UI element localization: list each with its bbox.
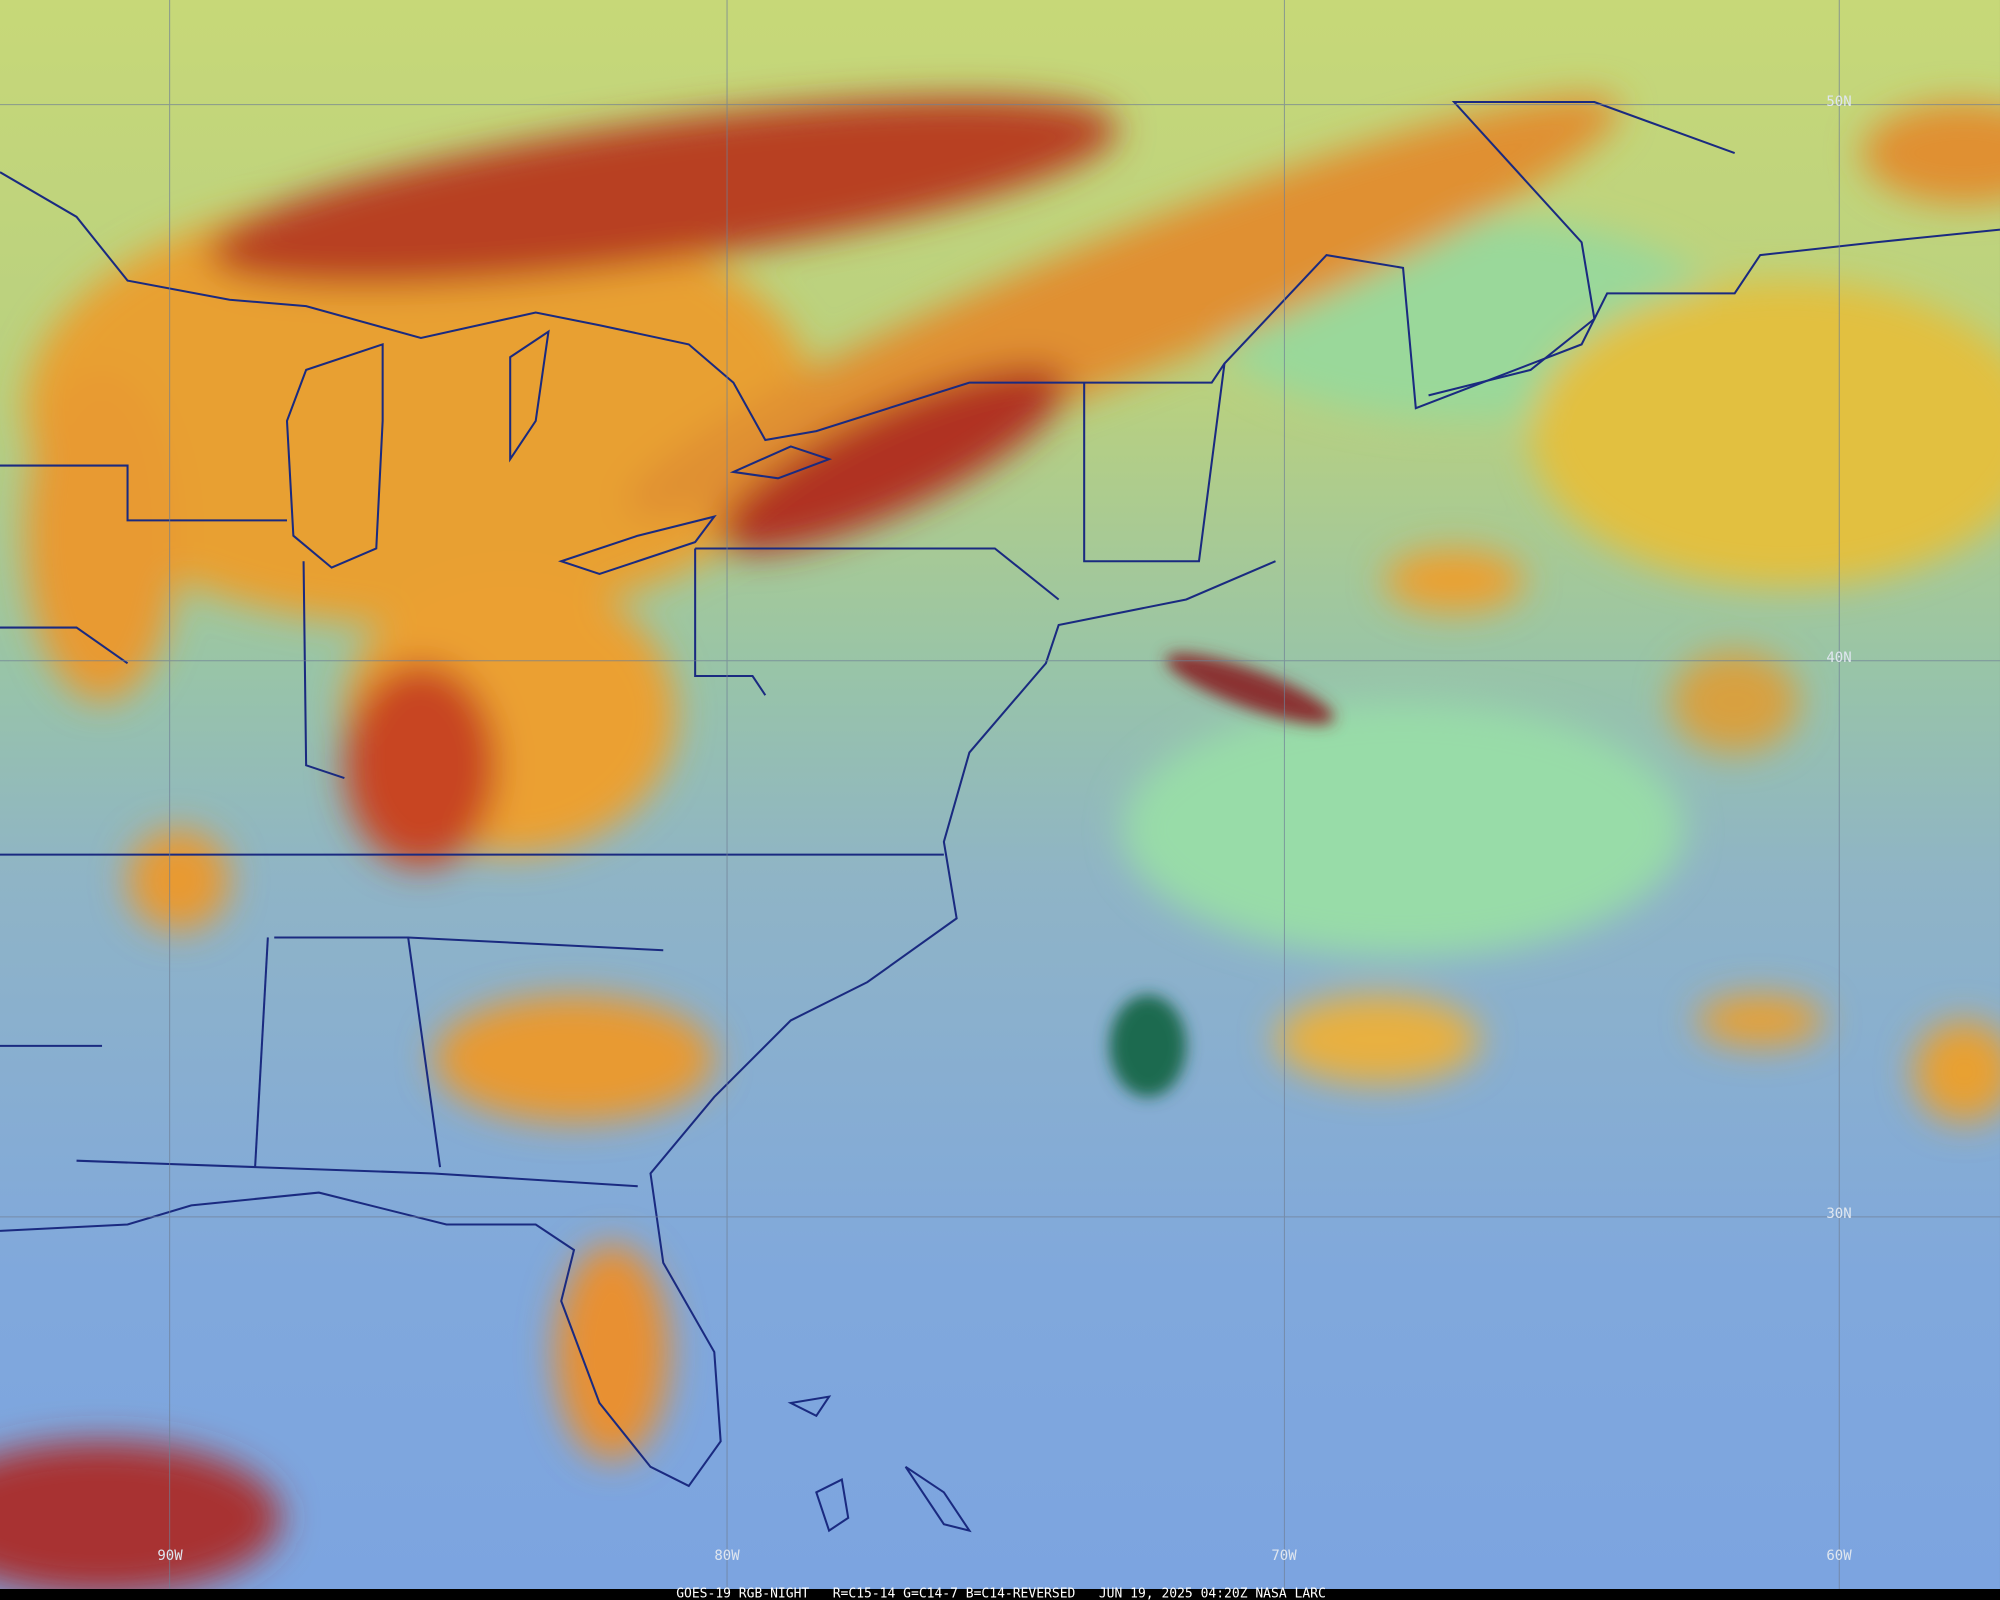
footer-bar [0,1589,2000,1600]
footer-caption: GOES-19 RGB-NIGHT R=C15-14 G=C14-7 B=C14… [676,1587,1326,1600]
longitude-label: 60W [1826,1548,1852,1564]
longitude-label: 90W [157,1548,183,1564]
latitude-label: 30N [1826,1206,1851,1222]
longitude-label: 80W [714,1548,740,1564]
latitude-label: 50N [1826,94,1851,110]
longitude-label: 70W [1271,1548,1297,1564]
latitude-label: 40N [1826,650,1851,666]
